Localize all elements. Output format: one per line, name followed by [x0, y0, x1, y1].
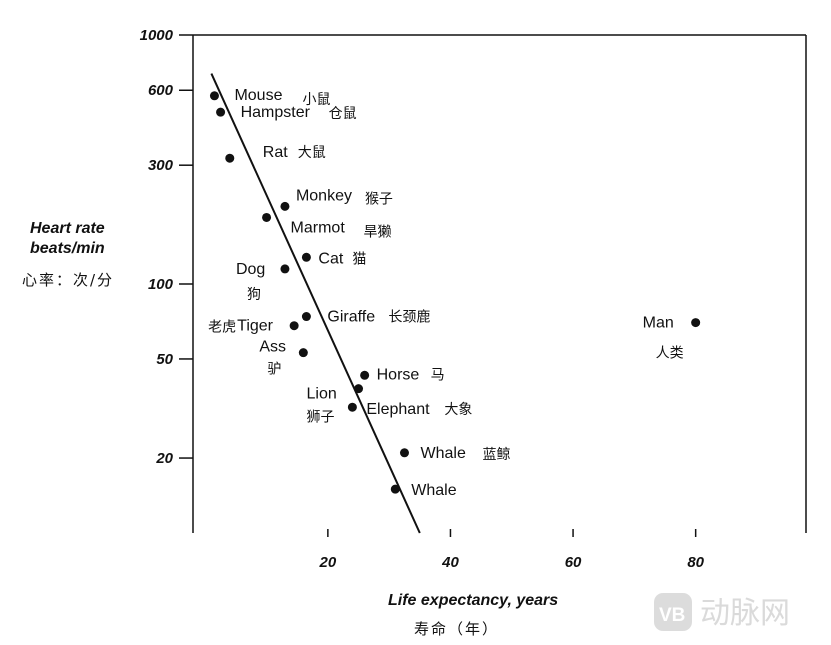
y-tick-label: 600 [148, 82, 174, 99]
data-point-tiger [289, 321, 299, 331]
point-label-mouse: Mouse [234, 87, 282, 104]
data-point-monkey [280, 201, 290, 211]
point-label-cn-elephant: 大象 [444, 402, 472, 418]
point-label-cn-horse: 马 [431, 367, 445, 383]
point-label-whale: Whale [411, 482, 456, 499]
point-label-ass: Ass [259, 339, 286, 356]
point-label-cat: Cat [318, 250, 343, 267]
y-axis-ticks: 1000 600 300 100 50 20 [140, 27, 193, 467]
point-label-giraffe: Giraffe [327, 309, 375, 326]
point-label-cn-lion: 狮子 [307, 410, 335, 426]
y-axis-title-cn: 心率：次/分 [22, 271, 114, 289]
data-point-ass [298, 348, 308, 358]
data-point-whale [390, 484, 400, 494]
y-tick-label: 50 [156, 351, 173, 368]
point-label-cn-whale: 蓝鲸 [482, 447, 510, 463]
point-label-man: Man [643, 315, 674, 332]
point-label-cn-cat: 猫 [352, 251, 366, 267]
data-point-mouse [209, 91, 219, 101]
watermark-badge-icon [654, 593, 692, 631]
point-label-tiger: Tiger [237, 318, 274, 335]
y-axis-title-line2: beats/min [30, 240, 105, 257]
y-tick-label: 20 [155, 450, 173, 467]
x-axis-title-cn: 寿命（年） [414, 620, 499, 638]
data-point-cat [301, 252, 311, 262]
point-label-cn-rat: 大鼠 [298, 145, 326, 161]
watermark-badge-text: VB [659, 605, 685, 626]
data-point-horse [360, 370, 370, 380]
trend-line [210, 73, 421, 534]
point-label-rat: Rat [263, 144, 288, 161]
data-point-lion [354, 384, 364, 394]
data-point-giraffe [301, 312, 311, 322]
point-label-cn-monkey: 猴子 [365, 191, 393, 207]
data-point-elephant [347, 402, 357, 412]
data-point-marmot [262, 212, 272, 222]
x-tick-label: 60 [565, 554, 582, 571]
point-label-elephant: Elephant [366, 401, 430, 418]
point-label-cn-man: 人类 [656, 346, 684, 362]
x-tick-label: 80 [687, 554, 704, 571]
point-label-cn-tiger: 老虎 [208, 320, 236, 336]
data-point-rat [225, 153, 235, 163]
y-tick-label: 1000 [140, 27, 174, 44]
point-label-cn-dog: 狗 [247, 287, 261, 303]
point-label-cn-ass: 驴 [267, 362, 281, 378]
watermark-logo: VB 动脉网 [654, 593, 790, 631]
point-label-lion: Lion [307, 386, 337, 403]
x-axis-ticks: 20 40 60 80 [319, 529, 705, 571]
y-tick-label: 100 [148, 276, 174, 293]
point-label-cn-marmot: 旱獭 [364, 224, 392, 240]
point-label-marmot: Marmot [291, 219, 346, 236]
point-label-dog: Dog [236, 261, 265, 278]
point-label-monkey: Monkey [296, 187, 352, 204]
point-label-cn-mouse: 小鼠 [302, 92, 330, 108]
point-label-cn-giraffe: 长颈鹿 [388, 309, 430, 326]
point-label-whale: Whale [420, 445, 465, 462]
x-axis-title: Life expectancy, years [388, 592, 558, 609]
y-axis-title-line1: Heart rate [30, 220, 105, 237]
data-point-hampster [216, 107, 226, 117]
point-label-horse: Horse [377, 366, 420, 383]
data-point-dog [280, 264, 290, 274]
x-tick-label: 20 [319, 554, 337, 571]
x-tick-label: 40 [441, 554, 459, 571]
data-point-whale [399, 448, 409, 458]
watermark-text: 动脉网 [700, 596, 790, 631]
y-tick-label: 300 [148, 157, 174, 174]
point-label-cn-hampster: 仓鼠 [329, 106, 357, 122]
point-label-hampster: Hampster [241, 104, 311, 121]
data-point-man [691, 318, 701, 328]
